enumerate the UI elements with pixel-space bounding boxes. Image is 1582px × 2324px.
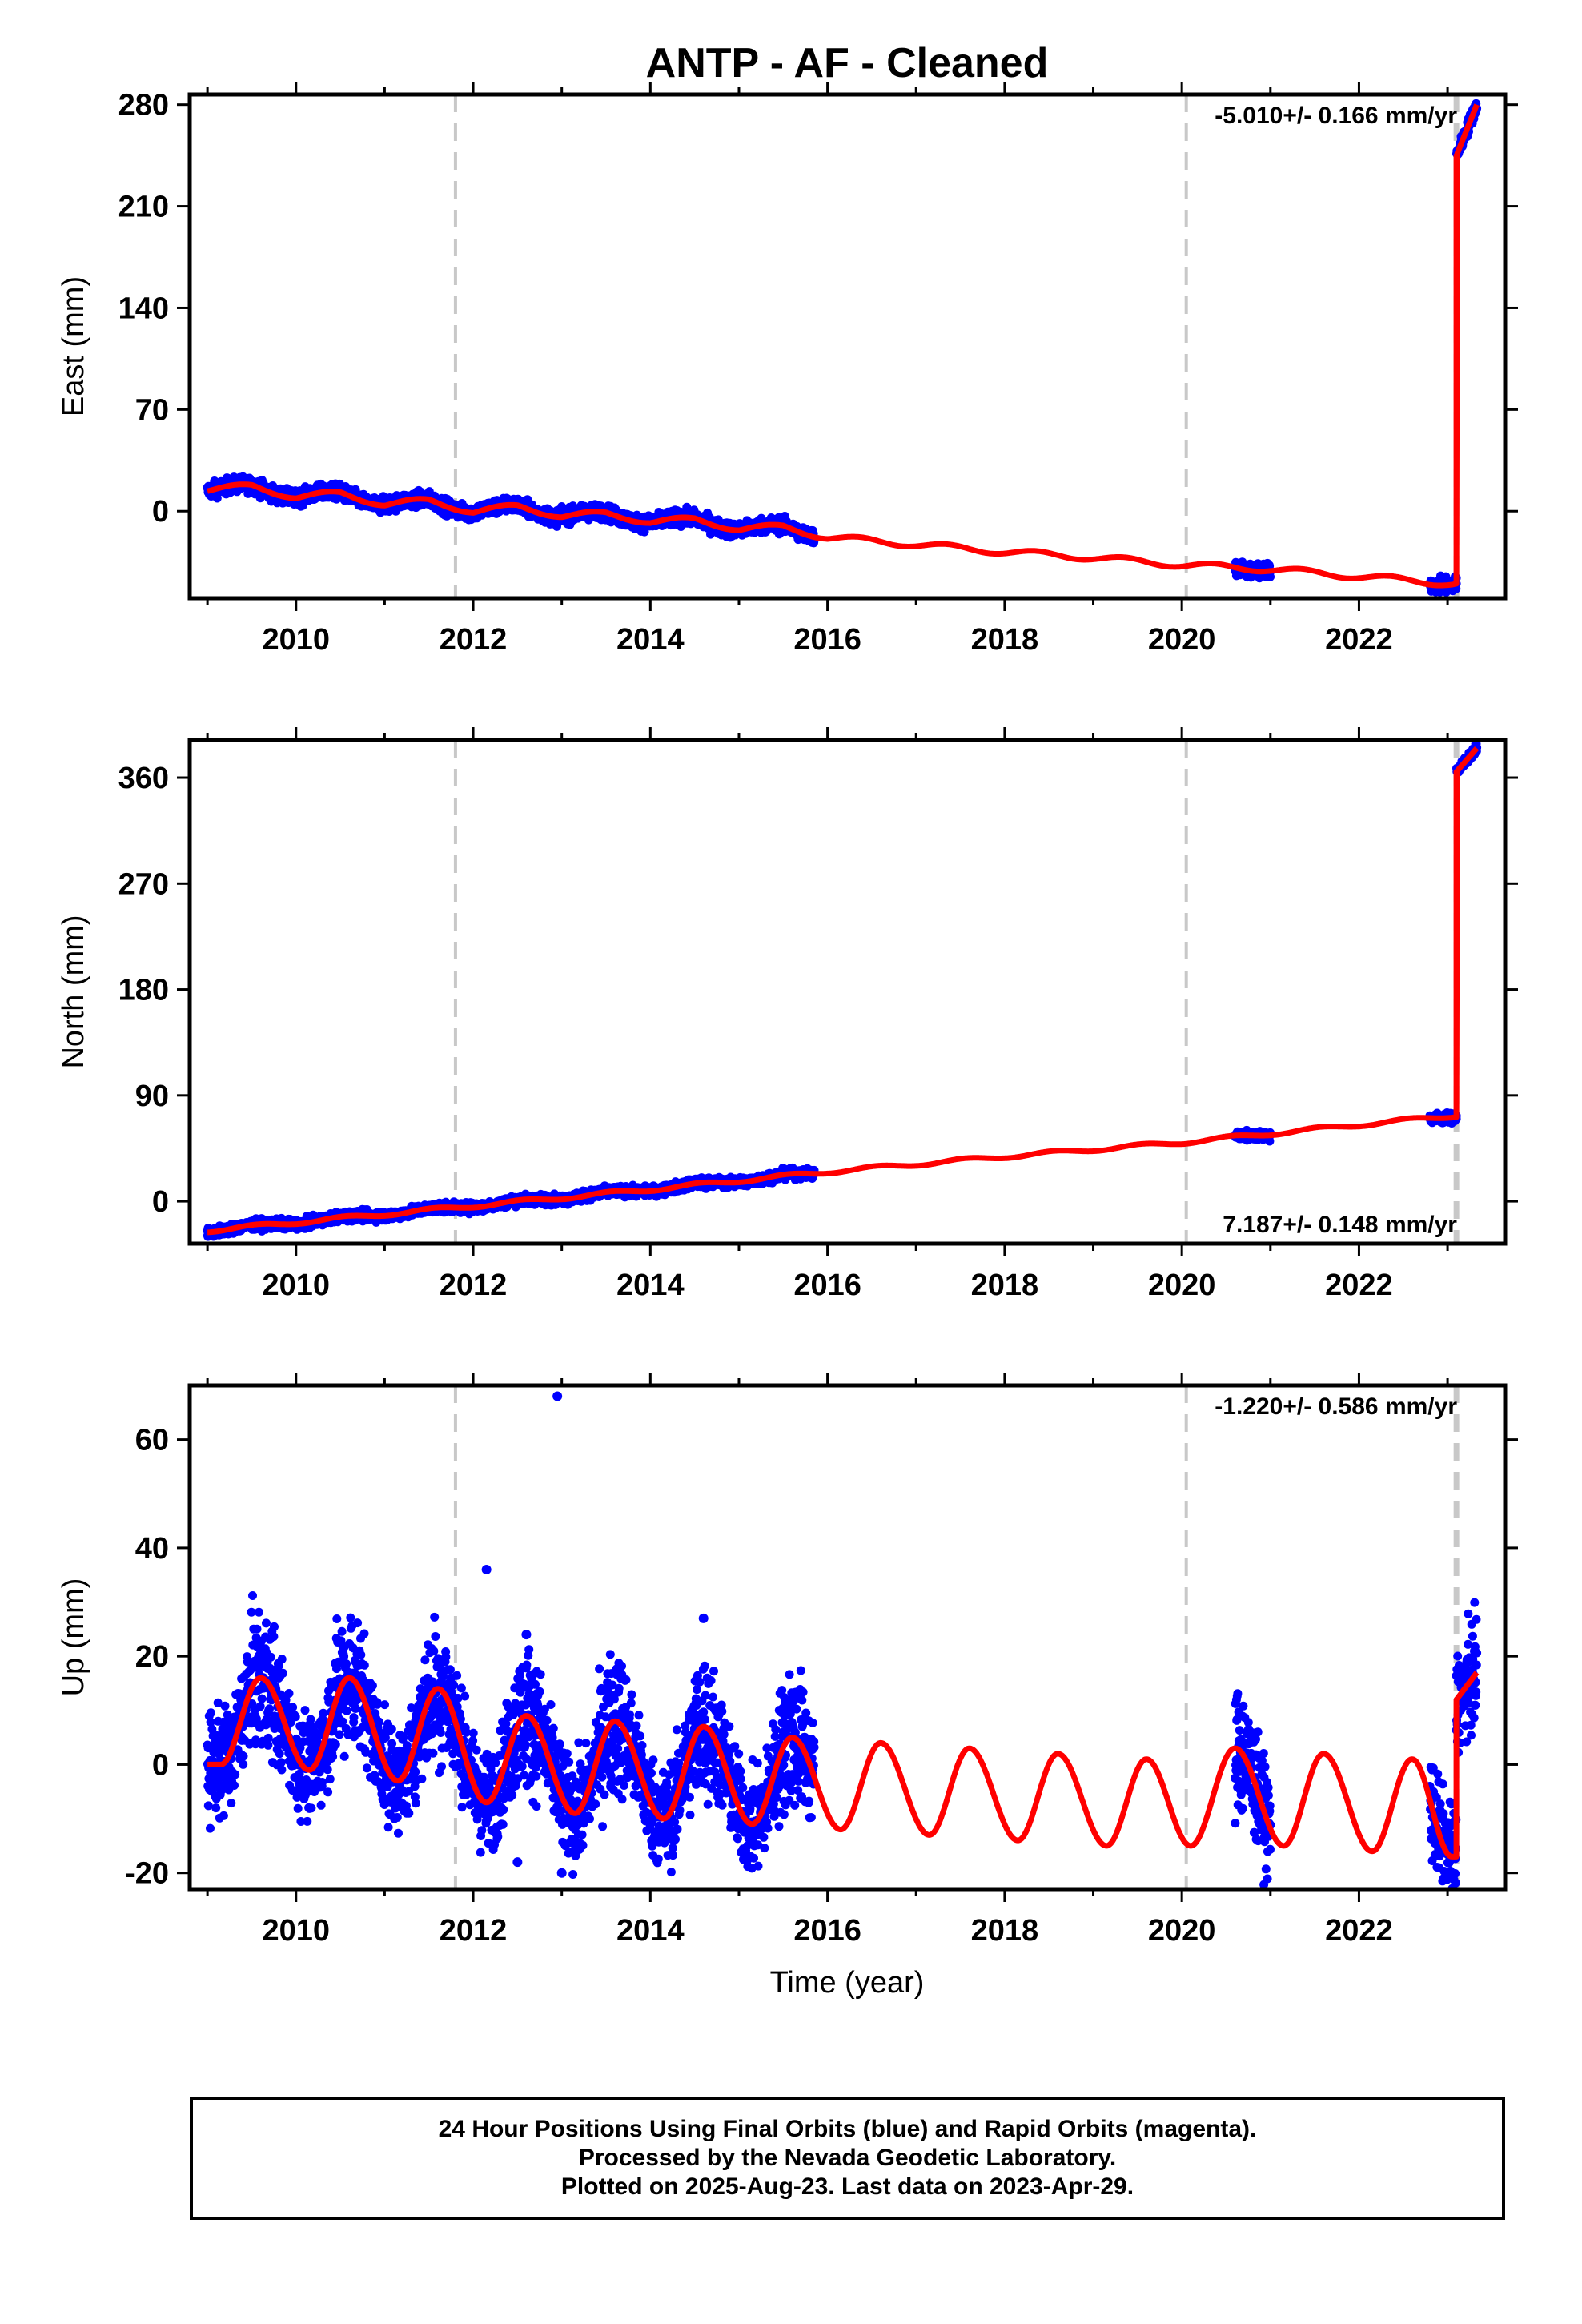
x-tick-label: 2016: [793, 623, 861, 657]
chart-title: ANTP - AF - Cleaned: [646, 40, 1049, 86]
final-orbits-points: [203, 99, 1482, 597]
x-tick-label: 2010: [262, 623, 330, 657]
final-orbits-points: [203, 740, 1482, 1241]
x-tick-label: 2014: [616, 623, 685, 657]
east-panel: 2010 2012 2014 2016 2018 2020 2022 0 70 140 210 280…: [57, 82, 1518, 657]
plot-frame: [187, 92, 1508, 601]
plot-area: [203, 740, 1482, 1244]
x-tick-label: 2018: [971, 623, 1039, 657]
x-tick-label: 2012: [440, 623, 508, 657]
x-tick-label: 2022: [1325, 623, 1393, 657]
plot-area: [203, 94, 1482, 598]
y-tick-label: 0: [152, 495, 169, 529]
rate-label: -5.010+/- 0.166 mm/yr: [1215, 103, 1457, 129]
y-tick-label: 70: [135, 393, 169, 427]
x-tick-label: 2020: [1148, 623, 1216, 657]
y-tick-label: 210: [118, 191, 169, 224]
y-axis-label: East (mm): [57, 276, 90, 416]
north-panel: 2010 2012 2014 2016 2018 2020 2022090180270360…: [57, 727, 1518, 1302]
y-tick-label: 280: [118, 89, 169, 123]
y-tick-label: 140: [118, 292, 169, 325]
